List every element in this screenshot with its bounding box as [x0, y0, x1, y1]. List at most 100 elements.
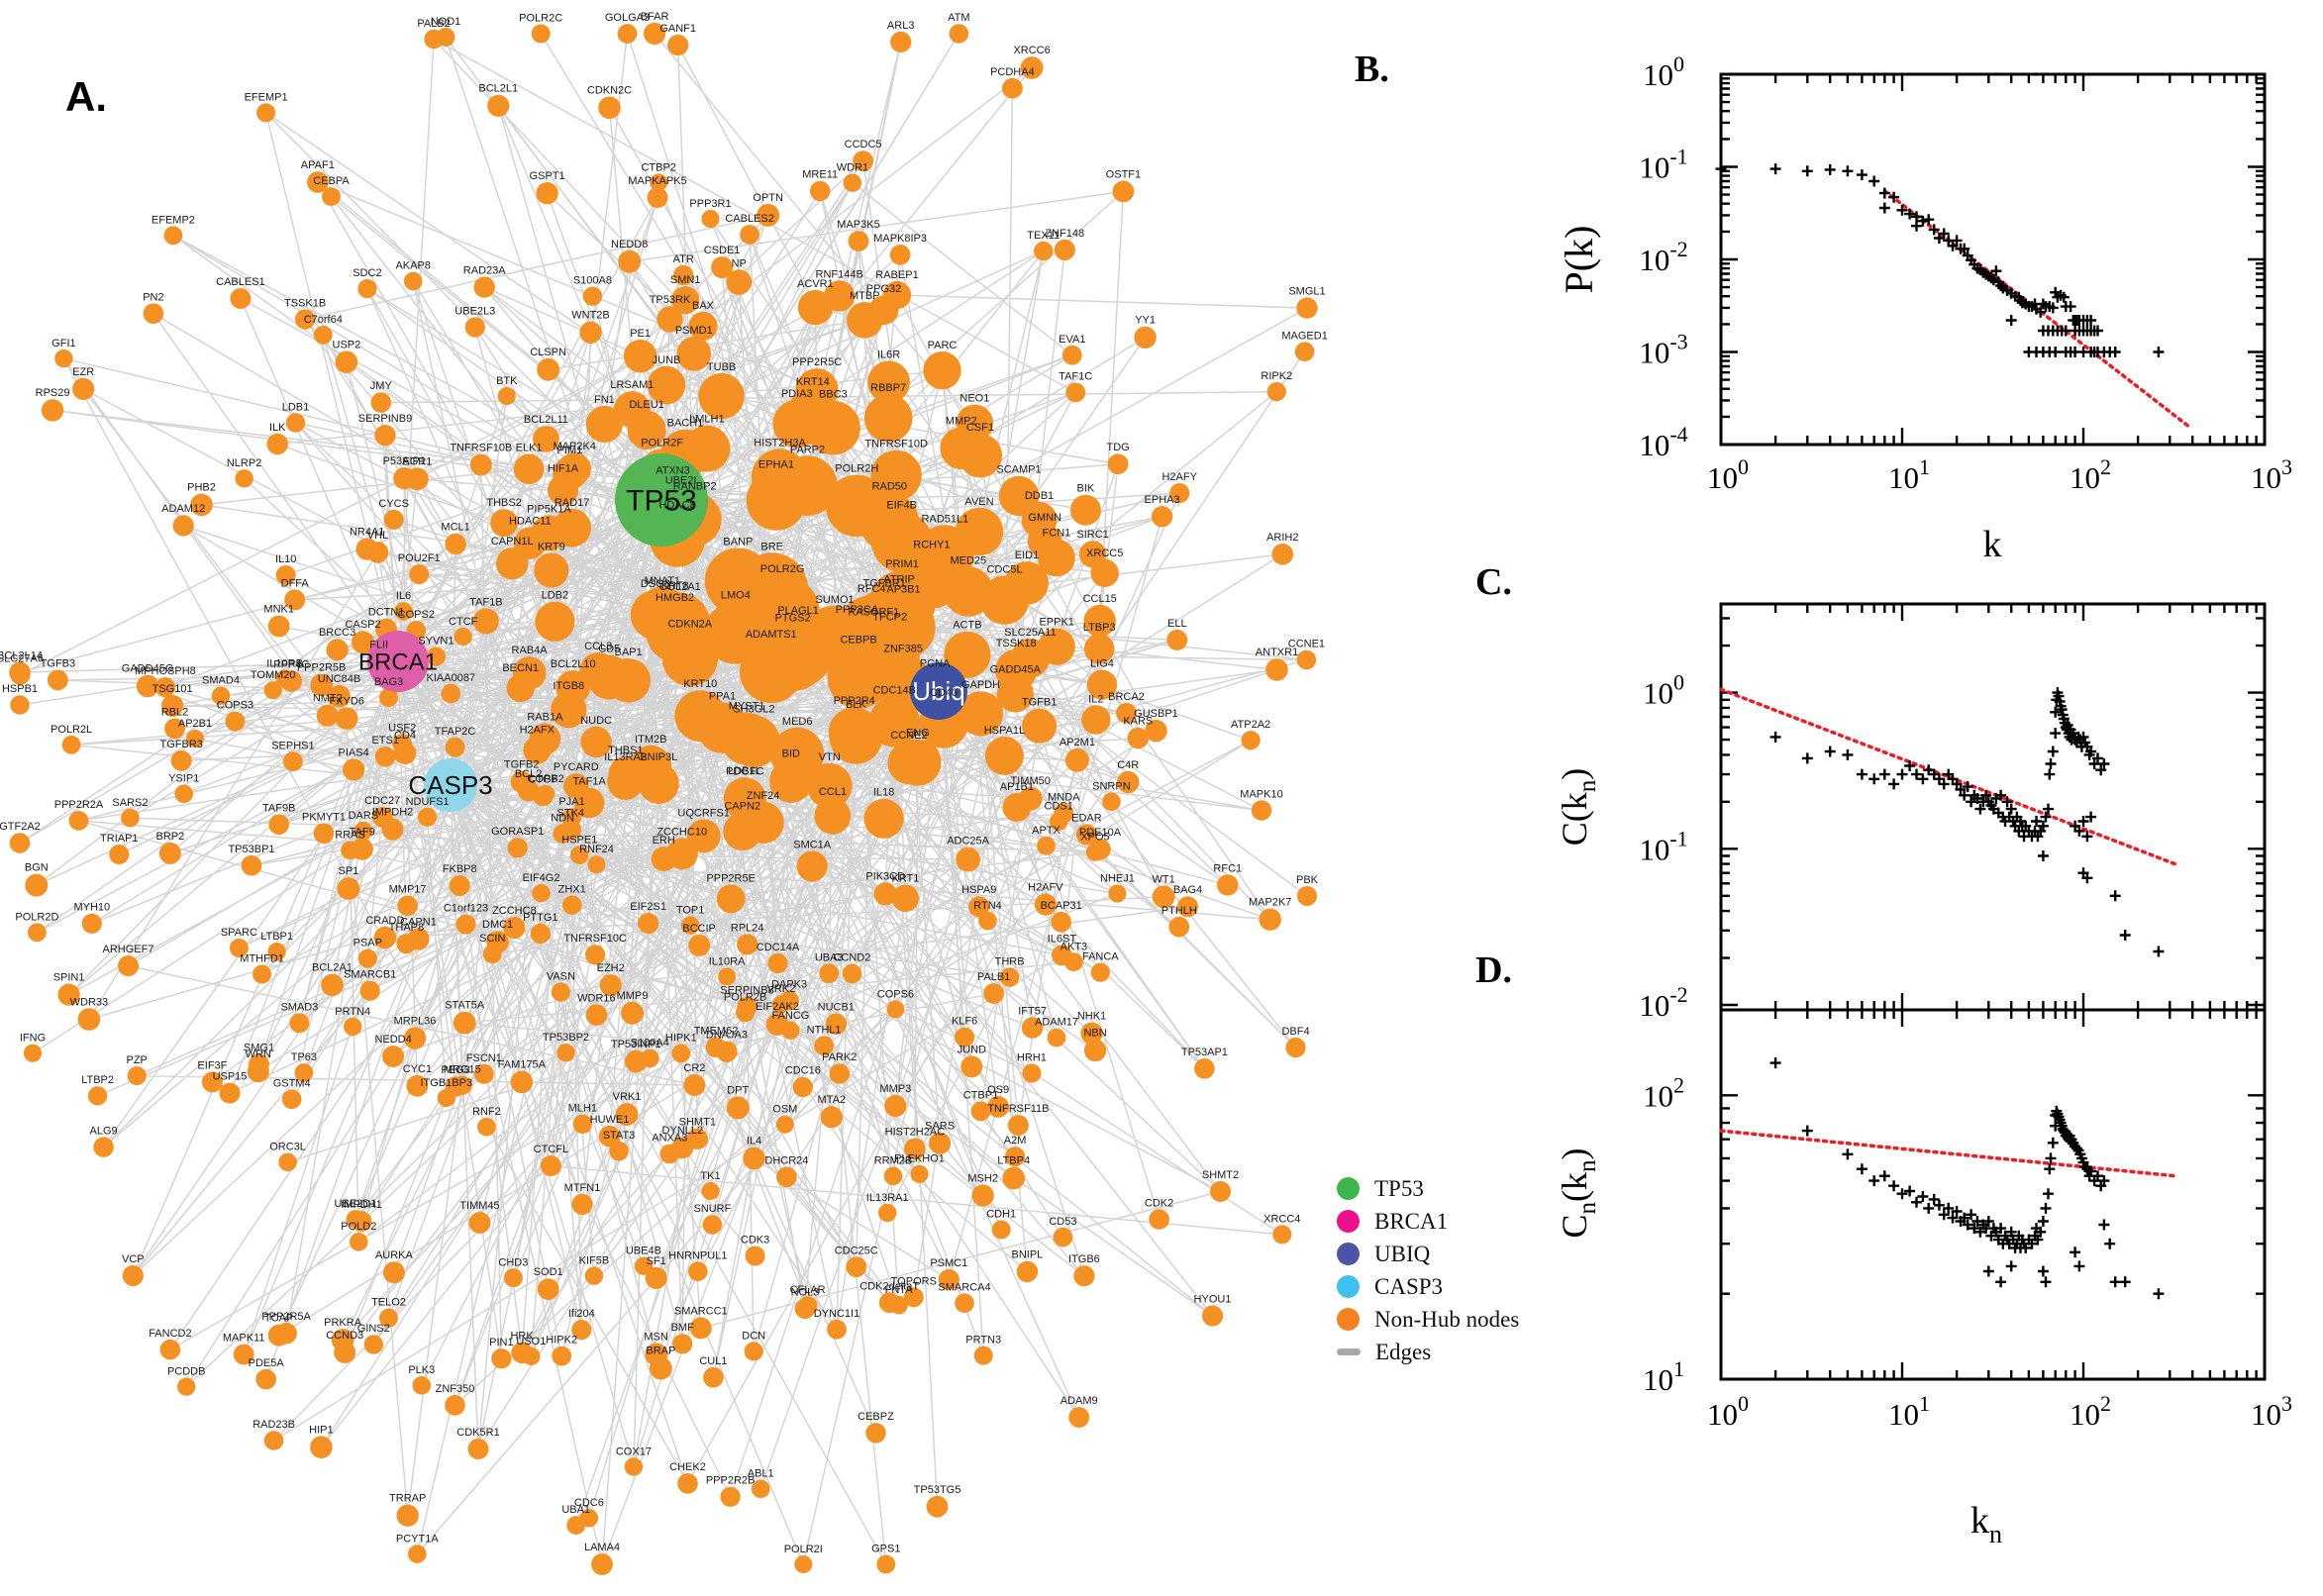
network-node [584, 1266, 604, 1285]
network-node [406, 467, 429, 491]
network-node [87, 1086, 108, 1106]
network-node-label: ELL [1167, 618, 1187, 630]
y-tick-label: 102 [1643, 1072, 1684, 1113]
network-node-label: RPS29 [36, 387, 70, 399]
network-node [490, 509, 519, 538]
network-node-label: MNAT1 [645, 575, 680, 587]
network-node [177, 1377, 196, 1396]
network-node [1016, 1260, 1039, 1283]
network-node-label: DPT [727, 1085, 749, 1097]
network-node-label: SF1 [647, 1255, 666, 1267]
network-node-label: ENG [906, 728, 930, 740]
network-node-label: SMC1A [793, 839, 832, 850]
network-node-label: MTHFD1 [240, 952, 284, 964]
network-node-label: BACH1 [667, 418, 704, 430]
network-node [307, 171, 329, 193]
network-node [1084, 634, 1115, 664]
x-tick-label: 100 [1707, 454, 1749, 495]
network-node [553, 508, 591, 548]
network-node [359, 980, 380, 1001]
x-tick-label: 101 [1888, 454, 1930, 495]
network-node-label: RABEP1 [875, 269, 918, 281]
network-node-label: SIRC1 [1076, 529, 1108, 541]
network-node [503, 916, 526, 940]
panel-b-plot: 100 101 102 103 100 10-1 10-2 10-3 10-4 [1639, 51, 2292, 495]
network-node-label: LRSAM1 [610, 379, 654, 391]
network-node-label: ITM2B [635, 734, 666, 746]
network-node [295, 309, 316, 330]
y-tick-label: 10-1 [1639, 145, 1687, 185]
network-node-label: GINS2 [357, 1323, 390, 1335]
network-node-label: IL10RA [709, 955, 746, 967]
network-node-label: CDKN2C [587, 85, 632, 97]
network-node-label: TSG101 [152, 683, 193, 695]
network-node [1007, 1115, 1029, 1137]
legend-item-edges: Edges [1337, 1336, 1519, 1368]
network-node-label: MRG15 [444, 1064, 481, 1076]
network-node [275, 564, 296, 585]
network-node [923, 351, 961, 390]
network-node [163, 226, 183, 246]
network-node [136, 674, 159, 698]
network-node [1102, 792, 1121, 812]
network-node [263, 1431, 284, 1450]
network-node [531, 24, 551, 44]
network-node [464, 317, 485, 338]
network-node [396, 1504, 419, 1527]
network-node [623, 340, 657, 373]
network-node [363, 1335, 383, 1354]
panel-c-ylabel: C(kn) [1555, 768, 1601, 847]
network-node [371, 806, 393, 828]
network-node [453, 1075, 472, 1095]
network-node-label: UBA3 [815, 951, 844, 963]
network-node-label: LMO4 [721, 590, 751, 602]
network-node [161, 694, 184, 718]
network-node [613, 391, 651, 429]
network-node [765, 1013, 789, 1036]
network-node-label: HIST2H2AC [885, 1127, 946, 1139]
node-swatch-icon [1337, 1243, 1360, 1265]
network-node [638, 913, 659, 935]
network-node-label: HRH1 [1017, 1051, 1047, 1063]
network-node [313, 823, 335, 844]
network-node [322, 187, 341, 207]
network-node-label: SARS [925, 1121, 955, 1133]
network-node [746, 470, 807, 531]
network-node-label: IL10 [275, 553, 296, 565]
network-node [797, 289, 834, 326]
network-node [1259, 908, 1281, 931]
network-node-label: CABLES2 [725, 213, 774, 225]
network-node [1005, 1147, 1026, 1167]
network-node [971, 1184, 994, 1207]
network-node [1297, 886, 1317, 906]
network-node [726, 1096, 750, 1120]
network-node [837, 595, 906, 664]
charts-panel: B. C. D. P(k) C(kn) Cn(kn) k kn 100 101 10… [1355, 49, 2292, 1548]
network-node-label: ERH [653, 835, 675, 847]
network-node-label: KIAA0087 [427, 672, 476, 684]
network-node-label: THAP8 [389, 922, 424, 934]
network-node [164, 718, 185, 740]
network-node-label: POLR2G [760, 563, 805, 575]
x-tick-label: 102 [2070, 454, 2111, 495]
network-node [1112, 180, 1135, 203]
network-node-label: GFI1 [51, 338, 75, 349]
network-node [680, 916, 700, 935]
network-node [819, 963, 840, 984]
network-node [617, 24, 638, 44]
network-node-label: SNRPN [1092, 781, 1131, 793]
network-node-label: ANTXR1 [1256, 647, 1298, 658]
network-node-label: XRCC4 [1263, 1213, 1300, 1225]
network-node-label: PPP2R5A [261, 1311, 311, 1323]
network-node-label: BRP2 [156, 831, 185, 843]
network-node-label: OSTF1 [1106, 169, 1141, 181]
network-node [973, 1346, 993, 1365]
network-node-label: FKBP8 [443, 863, 477, 875]
network-node-label: SMAD4 [202, 675, 240, 687]
network-node [357, 948, 377, 968]
network-node-label: ETS1 [371, 735, 399, 747]
network-node-label: USP2 [333, 339, 361, 350]
network-node-label: PHB2 [187, 482, 216, 494]
network-node-label: PIK3CD [865, 870, 905, 882]
